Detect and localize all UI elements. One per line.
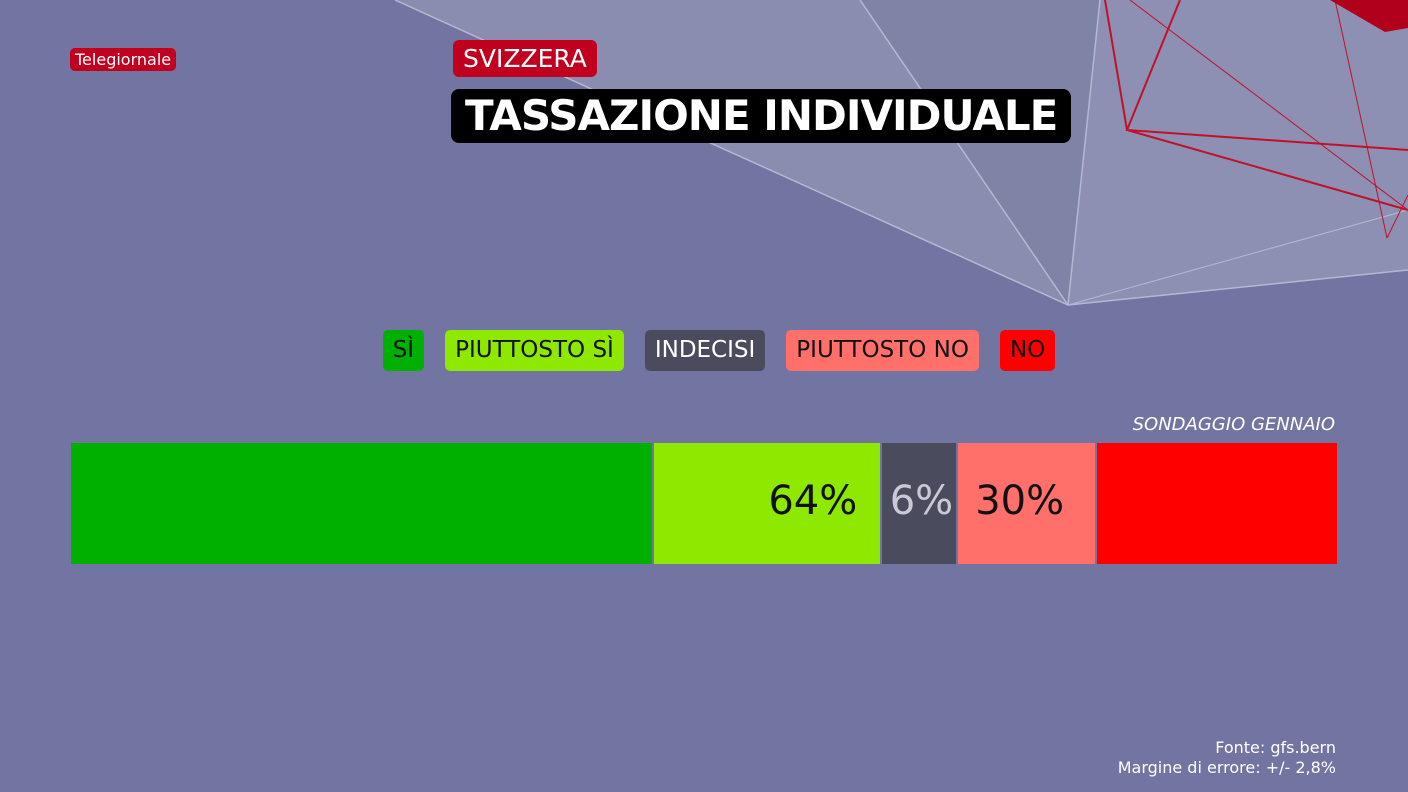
total-label-0: 64% xyxy=(768,478,858,524)
legend-si: SÌ xyxy=(382,330,425,371)
bar-segment-0 xyxy=(71,443,653,564)
bar-segment-2 xyxy=(882,443,957,564)
legend-no: NO xyxy=(999,330,1056,371)
legend: SÌ PIUTTOSTO SÌ INDECISI PIUTTOSTO NO NO xyxy=(0,330,1408,371)
margin-text: Margine di errore: +/- 2,8% xyxy=(1117,758,1336,777)
chart-subtitle: SONDAGGIO GENNAIO xyxy=(1132,414,1335,435)
kicker-label: SVIZZERA xyxy=(453,40,597,77)
bar-segment-3 xyxy=(958,443,1096,564)
channel-logo: Telegiornale xyxy=(70,48,177,71)
bar-segment-1 xyxy=(654,443,881,564)
source-text: Fonte: gfs.bern xyxy=(1215,738,1336,757)
stacked-bar xyxy=(71,443,1337,564)
bar-segment-4 xyxy=(1097,443,1337,564)
page-title: TASSAZIONE INDIVIDUALE xyxy=(451,89,1072,143)
total-label-1: 6% xyxy=(889,478,954,524)
source-note: Fonte: gfs.bern Margine di errore: +/- 2… xyxy=(1118,738,1336,778)
legend-piuttosto-si: PIUTTOSTO SÌ xyxy=(445,330,624,371)
legend-indecisi: INDECISI xyxy=(644,330,766,371)
legend-piuttosto-no: PIUTTOSTO NO xyxy=(786,330,979,371)
total-label-2: 30% xyxy=(975,478,1065,524)
